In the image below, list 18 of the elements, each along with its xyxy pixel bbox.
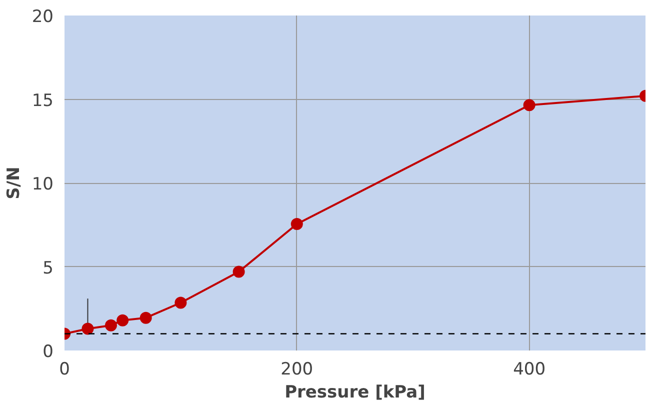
point bbox=[232, 266, 245, 278]
point bbox=[116, 314, 129, 326]
point bbox=[104, 319, 117, 332]
x-tick-label: 200 bbox=[280, 360, 314, 380]
point bbox=[174, 296, 187, 309]
x-axis-title: Pressure [kPa] bbox=[284, 382, 426, 402]
y-tick-label: 20 bbox=[32, 7, 54, 27]
point bbox=[290, 218, 303, 230]
x-tick-label: 400 bbox=[513, 360, 546, 380]
point bbox=[140, 312, 152, 324]
y-tick-label: 5 bbox=[42, 258, 54, 278]
x-tick-label: 0 bbox=[59, 360, 70, 380]
y-tick-label: 15 bbox=[32, 90, 54, 111]
point bbox=[82, 322, 94, 335]
y-axis-title: S/N bbox=[4, 166, 24, 200]
y-tick-label: 0 bbox=[42, 342, 54, 362]
point bbox=[523, 99, 536, 112]
y-tick-label: 10 bbox=[32, 174, 54, 194]
